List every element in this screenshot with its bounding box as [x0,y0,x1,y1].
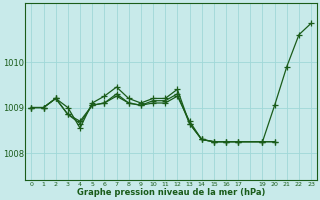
X-axis label: Graphe pression niveau de la mer (hPa): Graphe pression niveau de la mer (hPa) [77,188,266,197]
